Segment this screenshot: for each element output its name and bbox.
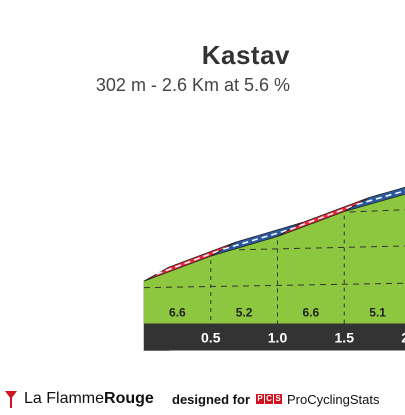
pcs-letter: P [256,394,265,404]
segment-gradient-label: 5.2 [236,306,253,320]
brand-flamme: La Flamme [24,390,105,407]
segment-gradient-label: 6.6 [169,306,186,320]
segment-gradient-label: 5.1 [369,306,386,320]
designed-for-credit: designed for P C S ProCyclingStats [172,386,380,412]
road-centre-line [289,203,358,231]
road-centre-line [156,248,224,275]
x-tick-label: 1.5 [335,330,355,346]
road-segment [344,186,405,212]
profile-segment-fill [277,211,345,324]
x-tick-label: 2.0 [401,330,405,346]
profile-segment-fill [144,256,211,324]
x-tick-label: 0.5 [201,330,221,346]
brand-rouge: Rouge [104,390,154,407]
profile-segment-fill [344,194,405,324]
la-flamme-rouge-logo: La Flamme Rouge [4,386,154,412]
distance-base-strip [144,323,405,351]
climb-title: Kastav [201,40,290,70]
pcs-logo-icon: P C S [256,394,283,404]
segment-gradient-label: 6.6 [303,306,320,320]
pcs-letter: S [274,394,283,404]
pcs-letter: C [265,394,274,404]
profile-segment-fill [210,236,278,324]
road-centre-line [356,190,405,206]
climb-subtitle: 302 m - 2.6 Km at 5.6 % [95,75,290,95]
designed-for-text: designed for [172,391,251,407]
elevation-grid-line [349,209,405,213]
flame-flag-icon [5,391,17,408]
elevation-grid-line [143,282,405,289]
x-tick-label: 1.0 [268,330,288,346]
climb-profile-chart: 150m200m250m300m6.65.26.65.14.80.51.01.5… [143,186,405,351]
road-centre-line [223,228,291,250]
pcs-name: ProCyclingStats [287,391,380,407]
